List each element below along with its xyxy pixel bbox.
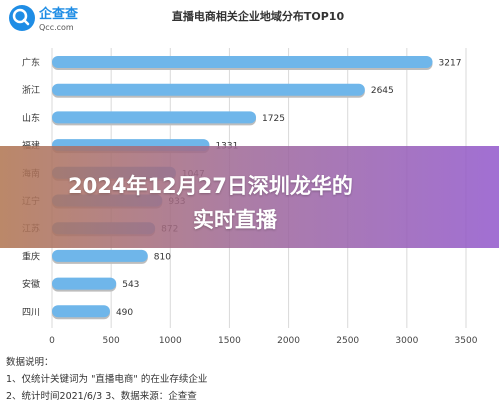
x-tick-label: 3500 <box>455 336 478 346</box>
category-label: 安徽 <box>22 278 40 290</box>
overlay-banner: 2024年12月27日深圳龙华的 实时直播 <box>0 146 499 248</box>
bar-value-label: 543 <box>122 280 139 290</box>
x-tick-label: 1500 <box>218 336 241 346</box>
bar-value-label: 2645 <box>371 86 394 96</box>
overlay-line-2: 实时直播 <box>193 208 277 232</box>
bar <box>52 83 365 96</box>
overlay-line-1: 2024年12月27日深圳龙华的 <box>68 174 353 198</box>
x-tick-label: 3000 <box>395 336 418 346</box>
data-notes: 数据说明： 1、仅统计关键词为 "直播电商" 的在业存续企业 2、统计时间202… <box>6 354 207 405</box>
bar <box>52 305 110 318</box>
bar-value-label: 490 <box>116 308 133 318</box>
x-tick-label: 500 <box>103 336 120 346</box>
notes-line-1: 1、仅统计关键词为 "直播电商" 的在业存续企业 <box>6 374 208 385</box>
notes-line-2: 2、统计时间2021/6/3 3、数据来源：企查查 <box>6 391 197 402</box>
bar <box>52 249 148 262</box>
category-label: 四川 <box>22 308 40 318</box>
category-label: 浙江 <box>22 84 40 96</box>
x-tick-label: 1000 <box>159 336 182 346</box>
x-tick-label: 2500 <box>336 336 359 346</box>
category-label: 广东 <box>22 57 40 69</box>
bar-value-label: 3217 <box>439 59 462 69</box>
x-tick-label: 0 <box>49 336 55 346</box>
bar-value-label: 810 <box>154 252 171 262</box>
bar <box>52 56 433 68</box>
bar <box>52 111 257 124</box>
x-tick-label: 2000 <box>277 336 300 346</box>
bar <box>52 277 117 290</box>
category-label: 山东 <box>22 112 40 124</box>
bar-value-label: 1725 <box>262 114 285 124</box>
category-label: 重庆 <box>22 250 40 262</box>
chart-title: 直播电商相关企业地域分布TOP10 <box>172 9 345 23</box>
qcc-logo: 企查查 Qcc.com <box>9 5 79 32</box>
notes-title: 数据说明： <box>6 357 54 368</box>
logo-domain: Qcc.com <box>39 23 74 32</box>
logo-name: 企查查 <box>38 6 79 22</box>
